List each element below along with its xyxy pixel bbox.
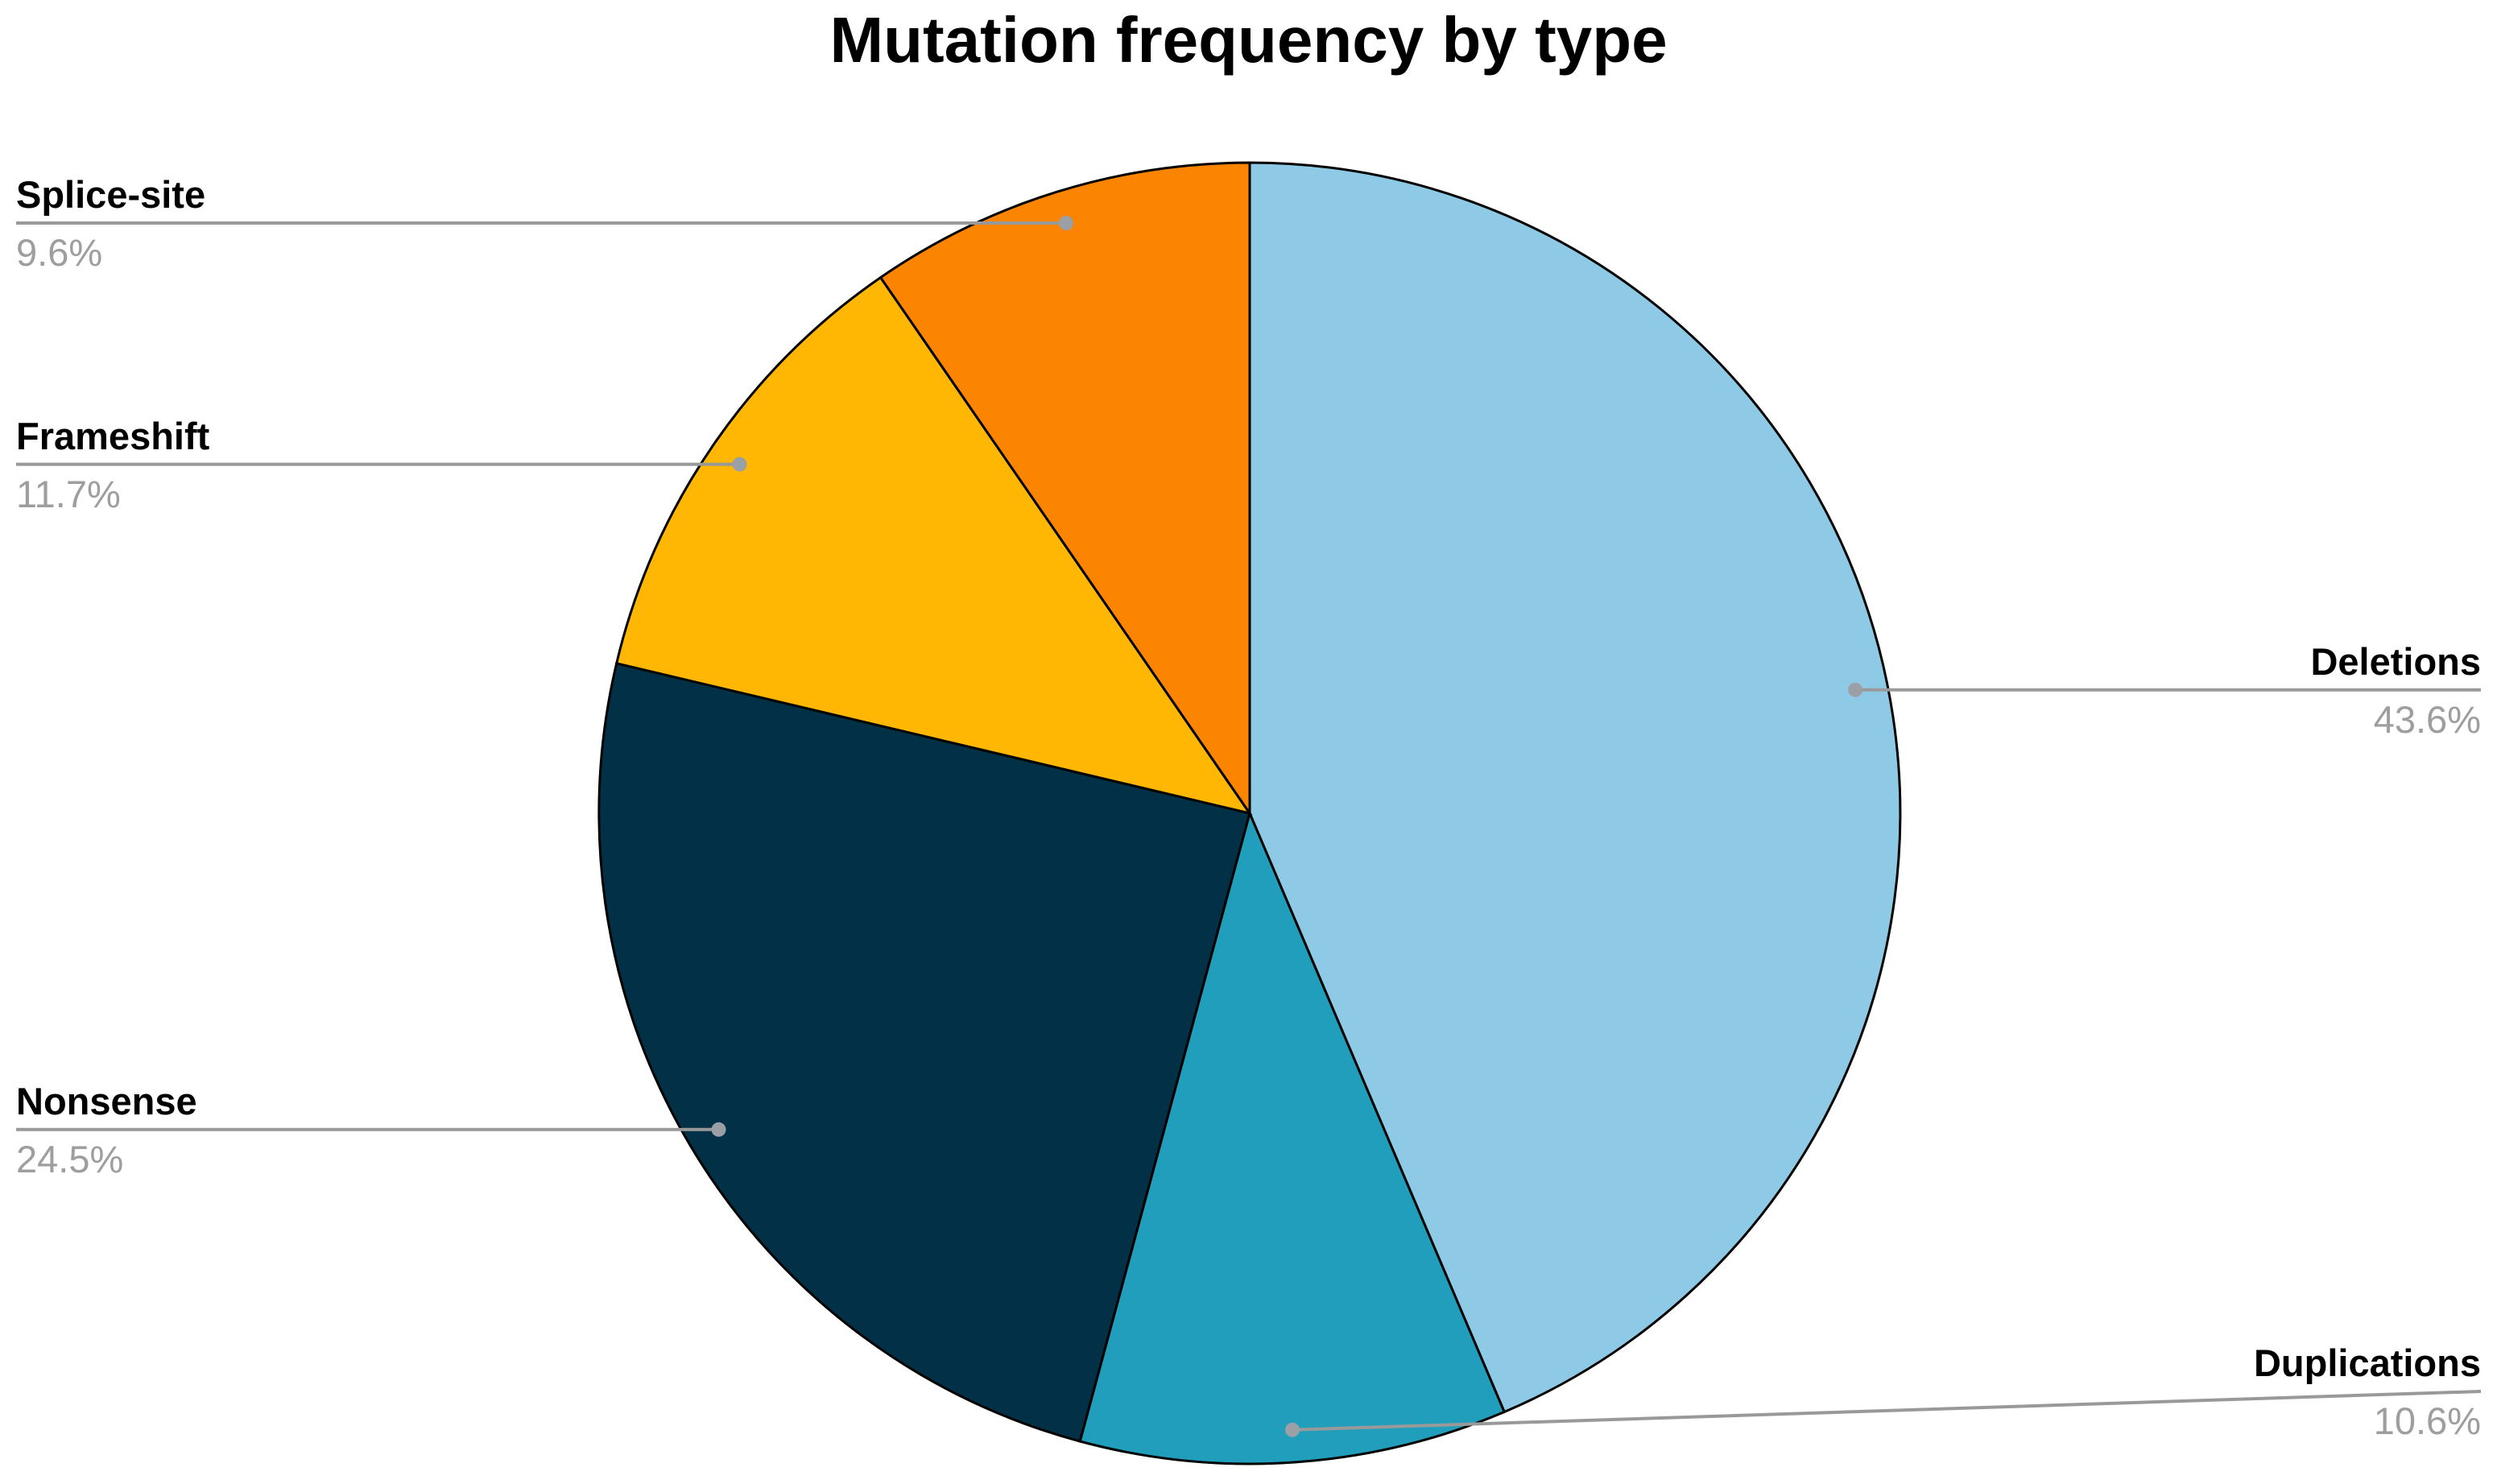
leader-dot-frameshift [732, 457, 747, 472]
slice-percent-nonsense: 24.5% [16, 1137, 124, 1180]
slice-percent-duplications: 10.6% [2373, 1399, 2481, 1442]
chart-title: Mutation frequency by type [829, 4, 1668, 76]
pie-slice-splice-site [878, 161, 1251, 817]
slice-percent-frameshift: 11.7% [16, 472, 121, 515]
leader-dot-nonsense [711, 1122, 726, 1137]
leader-dot-duplications [1285, 1422, 1300, 1437]
pie-slice-nonsense [597, 661, 1251, 1443]
slice-label-deletions: Deletions [2310, 639, 2481, 683]
pie-slice-frameshift [614, 275, 1253, 816]
slice-percent-splice-site: 9.6% [16, 231, 103, 275]
slice-label-duplications: Duplications [2253, 1341, 2481, 1384]
pie-slice-duplications [1078, 809, 1507, 1465]
leader-line-duplications [1292, 1390, 2482, 1432]
slice-label-frameshift: Frameshift [16, 414, 210, 457]
slice-label-nonsense: Nonsense [16, 1079, 197, 1122]
slice-percent-deletions: 43.6% [2373, 697, 2481, 741]
slice-label-splice-site: Splice-site [16, 173, 206, 217]
leader-dot-splice-site [1059, 216, 1073, 230]
pie-slice-deletions [1248, 161, 1902, 1414]
leader-dot-deletions [1848, 682, 1863, 697]
